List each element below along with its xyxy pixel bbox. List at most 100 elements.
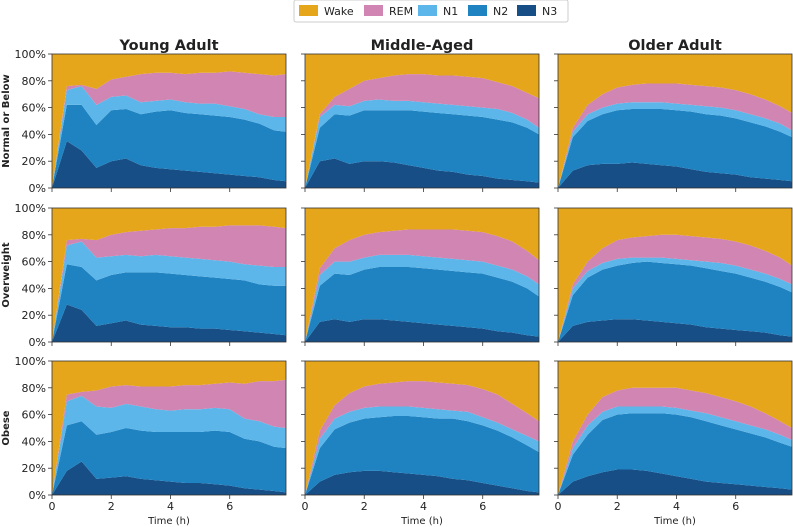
area-rem (305, 74, 539, 188)
x-tick-label: 0 (302, 500, 309, 513)
area-n3 (558, 319, 792, 342)
legend-label-n1: N1 (443, 5, 458, 18)
panel-normal-or-below-young-adult: Young Adult 0% 20% 40% 60% 80% 100% Normal or B… (1, 38, 287, 195)
panel-obese-older-adult: 0 2 4 6 Time (h) (554, 360, 793, 527)
y-tick-label: 100% (15, 48, 46, 61)
area-n3 (52, 304, 286, 342)
area-n1 (52, 241, 286, 342)
area-rem (305, 229, 539, 342)
row-label: Obese (1, 410, 12, 445)
area-wake (305, 54, 539, 188)
area-n3 (305, 158, 539, 188)
panel-overweight-young-adult: 0% 20% 40% 60% 80% 100% Overweight (1, 202, 287, 349)
x-tick-label: 4 (420, 500, 427, 513)
area-n2 (305, 266, 539, 342)
area-wake (305, 208, 539, 342)
column-title: Middle-Aged (371, 38, 474, 54)
area-n2 (305, 110, 539, 188)
legend-swatch-rem (364, 5, 383, 16)
legend-swatch-n2 (468, 5, 487, 16)
x-tick-label: 4 (673, 500, 680, 513)
column-title: Older Adult (628, 38, 722, 54)
x-tick-label: 6 (226, 500, 233, 513)
y-tick-label: 80% (22, 229, 46, 242)
panel-obese-young-adult: 0% 20% 40% 60% 80% 100% 0 2 4 6 Time (h) Obese (1, 355, 287, 527)
area-wake (52, 361, 286, 495)
area-n1 (558, 406, 792, 495)
legend-label-n3: N3 (542, 5, 557, 18)
area-n3 (305, 470, 539, 495)
y-tick-label: 20% (22, 155, 46, 168)
y-tick-label: 100% (15, 202, 46, 215)
area-rem (558, 387, 792, 495)
area-n2 (558, 108, 792, 188)
x-tick-label: 2 (361, 500, 368, 513)
x-tick-label: 0 (555, 500, 562, 513)
x-axis-label: Time (h) (147, 516, 190, 527)
y-tick-label: 80% (22, 75, 46, 88)
area-rem (305, 381, 539, 495)
area-wake (52, 208, 286, 342)
column-title: Young Adult (118, 38, 218, 54)
panel-frame (51, 207, 287, 343)
x-tick-label: 0 (49, 500, 56, 513)
area-rem (52, 225, 286, 342)
area-n1 (52, 86, 286, 188)
y-tick-label: 0% (29, 489, 46, 502)
area-rem (52, 71, 286, 188)
panel-frame (51, 360, 287, 496)
area-n2 (52, 264, 286, 342)
x-tick-label: 6 (479, 500, 486, 513)
legend-swatch-wake (299, 5, 318, 16)
x-tick-label: 2 (614, 500, 621, 513)
panel-frame (557, 360, 793, 496)
area-wake (558, 361, 792, 495)
legend-label-n2: N2 (493, 5, 508, 18)
x-tick-label: 6 (732, 500, 739, 513)
y-tick-label: 60% (22, 256, 46, 269)
area-n3 (558, 162, 792, 188)
panel-overweight-older-adult (554, 207, 793, 346)
panel-normal-or-below-middle-aged: Middle-Aged (301, 38, 540, 192)
area-n1 (52, 395, 286, 495)
panel-frame (304, 53, 540, 189)
y-tick-label: 20% (22, 309, 46, 322)
panel-normal-or-below-older-adult: Older Adult (554, 38, 793, 192)
area-n3 (52, 141, 286, 188)
area-rem (52, 379, 286, 495)
area-n3 (305, 319, 539, 342)
x-tick-label: 4 (167, 500, 174, 513)
area-n2 (52, 421, 286, 495)
area-n2 (305, 415, 539, 495)
area-n2 (558, 261, 792, 342)
area-rem (558, 234, 792, 342)
panel-overweight-middle-aged (301, 207, 540, 346)
area-wake (558, 54, 792, 188)
y-tick-label: 40% (22, 282, 46, 295)
area-wake (305, 361, 539, 495)
panel-frame (557, 207, 793, 343)
legend-swatch-n3 (517, 5, 536, 16)
legend-swatch-n1 (418, 5, 437, 16)
area-rem (558, 83, 792, 188)
y-tick-label: 40% (22, 435, 46, 448)
x-tick-label: 2 (108, 500, 115, 513)
area-n2 (558, 413, 792, 495)
area-wake (52, 54, 286, 188)
panel-frame (304, 360, 540, 496)
row-label: Overweight (1, 242, 12, 307)
y-tick-label: 60% (22, 102, 46, 115)
row-label: Normal or Below (1, 74, 12, 167)
y-tick-label: 20% (22, 462, 46, 475)
area-n2 (52, 104, 286, 188)
x-axis-label: Time (h) (400, 516, 443, 527)
y-tick-label: 80% (22, 382, 46, 395)
legend-label-wake: Wake (324, 5, 354, 18)
panel-frame (304, 207, 540, 343)
panel-frame (51, 53, 287, 189)
legend: Wake REM N1 N2 N3 (293, 0, 569, 23)
y-tick-label: 100% (15, 355, 46, 368)
y-tick-label: 0% (29, 182, 46, 195)
panel-obese-middle-aged: 0 2 4 6 Time (h) (301, 360, 540, 527)
